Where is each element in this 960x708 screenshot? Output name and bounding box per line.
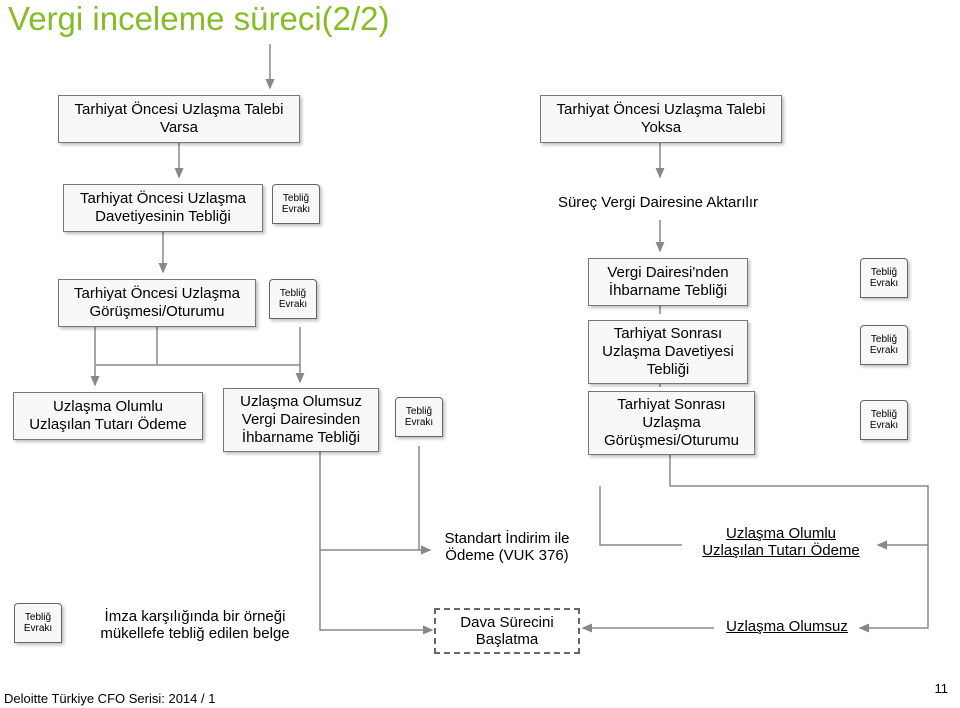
footer-text: Deloitte Türkiye CFO Serisi: 2014 / 1	[4, 691, 215, 706]
note-icon: TebliğEvrakı	[269, 279, 317, 319]
text-imza-karsiligi: İmza karşılığında bir örneğimükellefe te…	[82, 608, 308, 648]
node-ihbarname-tebligi: Vergi Dairesi'ndenİhbarname Tebliği	[588, 258, 748, 306]
node-sonrasi-gorusme: Tarhiyat SonrasıUzlaşmaGörüşmesi/Oturumu	[588, 391, 755, 455]
text-standart-indirim: Standart İndirim ileÖdeme (VUK 376)	[432, 530, 582, 570]
note-icon: TebliğEvrakı	[860, 400, 908, 440]
node-sonrasi-davetiye: Tarhiyat SonrasıUzlaşma DavetiyesiTebliğ…	[588, 320, 748, 384]
node-talebi-yoksa: Tarhiyat Öncesi Uzlaşma TalebiYoksa	[540, 95, 782, 143]
node-uzlasma-olumsuz: Uzlaşma OlumsuzVergi Dairesindenİhbarnam…	[223, 388, 379, 452]
node-gorusme-oturumu: Tarhiyat Öncesi UzlaşmaGörüşmesi/Oturumu	[58, 279, 256, 327]
node-talebi-varsa: Tarhiyat Öncesi Uzlaşma TalebiVarsa	[58, 95, 300, 143]
node-davetiye-tebligi: Tarhiyat Öncesi UzlaşmaDavetiyesinin Teb…	[63, 184, 263, 232]
note-icon: TebliğEvrakı	[272, 184, 320, 224]
text-surec-aktarilir: Süreç Vergi Dairesine Aktarılır	[545, 194, 771, 214]
text-uzlasma-olumsuz: Uzlaşma Olumsuz	[717, 618, 857, 638]
node-uzlasma-olumlu: Uzlaşma OlumluUzlaşılan Tutarı Ödeme	[13, 392, 203, 440]
page-title: Vergi inceleme süreci(2/2)	[8, 0, 390, 38]
note-icon: TebliğEvrakı	[14, 603, 62, 643]
page-number: 11	[935, 681, 949, 696]
note-icon: TebliğEvrakı	[395, 397, 443, 437]
note-icon: TebliğEvrakı	[860, 258, 908, 298]
note-icon: TebliğEvrakı	[860, 325, 908, 365]
text-uzlasma-olumlu-odeme: Uzlaşma OlumluUzlaşılan Tutarı Ödeme	[686, 525, 876, 565]
node-dava-surecini: Dava SüreciniBaşlatma	[434, 608, 580, 654]
